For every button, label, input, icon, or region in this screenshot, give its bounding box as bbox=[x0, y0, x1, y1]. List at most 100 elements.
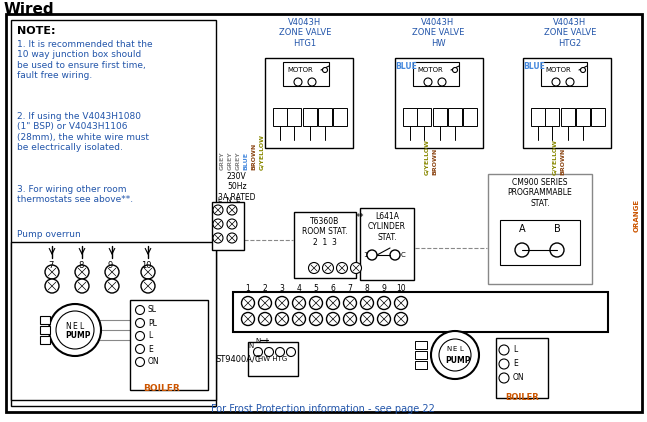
Bar bbox=[417, 108, 431, 126]
Text: 2: 2 bbox=[263, 284, 267, 293]
Circle shape bbox=[241, 297, 254, 309]
Text: 4: 4 bbox=[296, 284, 302, 293]
Text: ON: ON bbox=[148, 357, 160, 366]
Circle shape bbox=[45, 279, 59, 293]
Bar bbox=[415, 351, 427, 359]
Text: V4043H
ZONE VALVE
HTG1: V4043H ZONE VALVE HTG1 bbox=[279, 18, 331, 48]
Text: 230V
50Hz
3A RATED: 230V 50Hz 3A RATED bbox=[218, 172, 256, 202]
Bar bbox=[545, 108, 559, 126]
Circle shape bbox=[292, 313, 305, 325]
Circle shape bbox=[439, 339, 471, 371]
Circle shape bbox=[276, 313, 289, 325]
Text: BLUE: BLUE bbox=[243, 152, 248, 170]
Circle shape bbox=[213, 205, 223, 215]
Bar bbox=[273, 108, 287, 126]
Text: GREY: GREY bbox=[228, 151, 232, 170]
Text: Wired: Wired bbox=[4, 2, 54, 17]
Text: 9: 9 bbox=[382, 284, 386, 293]
Circle shape bbox=[322, 68, 327, 73]
Text: 6: 6 bbox=[331, 284, 335, 293]
Bar bbox=[413, 62, 459, 86]
Text: E: E bbox=[148, 344, 153, 354]
Text: BOILER: BOILER bbox=[144, 384, 181, 393]
Circle shape bbox=[294, 78, 302, 86]
Bar bbox=[233, 292, 608, 332]
Text: ST9400A/C: ST9400A/C bbox=[216, 355, 262, 364]
Circle shape bbox=[265, 347, 274, 357]
Text: G/YELLOW: G/YELLOW bbox=[553, 139, 558, 175]
Circle shape bbox=[135, 332, 144, 341]
Text: PUMP: PUMP bbox=[65, 331, 91, 340]
Text: 8: 8 bbox=[78, 261, 83, 270]
Circle shape bbox=[276, 347, 285, 357]
Bar bbox=[576, 108, 590, 126]
Text: L: L bbox=[148, 332, 152, 341]
Circle shape bbox=[213, 219, 223, 229]
Text: GREY: GREY bbox=[219, 151, 225, 170]
Bar bbox=[415, 341, 427, 349]
Bar bbox=[496, 338, 548, 398]
Text: MOTOR: MOTOR bbox=[545, 67, 571, 73]
Text: BLUE: BLUE bbox=[523, 62, 545, 71]
Circle shape bbox=[135, 344, 144, 354]
Text: L: L bbox=[79, 322, 83, 331]
Bar bbox=[287, 108, 301, 126]
Circle shape bbox=[259, 297, 272, 309]
Circle shape bbox=[351, 262, 362, 273]
Text: BROWN: BROWN bbox=[560, 148, 565, 175]
Bar bbox=[248, 342, 298, 376]
Circle shape bbox=[438, 78, 446, 86]
Circle shape bbox=[344, 297, 356, 309]
Text: L641A
CYLINDER
STAT.: L641A CYLINDER STAT. bbox=[368, 212, 406, 242]
Bar bbox=[433, 108, 447, 126]
Bar bbox=[40, 316, 50, 324]
Text: L: L bbox=[265, 338, 269, 344]
Bar bbox=[531, 108, 545, 126]
Text: **: ** bbox=[356, 213, 364, 222]
Text: ORANGE: ORANGE bbox=[634, 198, 640, 232]
Text: 2. If using the V4043H1080
(1" BSP) or V4043H1106
(28mm), the white wire must
be: 2. If using the V4043H1080 (1" BSP) or V… bbox=[17, 112, 149, 152]
Circle shape bbox=[254, 347, 263, 357]
Bar bbox=[448, 108, 462, 126]
Text: C: C bbox=[401, 252, 406, 258]
Circle shape bbox=[431, 331, 479, 379]
Circle shape bbox=[552, 78, 560, 86]
Circle shape bbox=[360, 313, 373, 325]
Bar bbox=[333, 108, 347, 126]
Bar bbox=[294, 212, 356, 278]
Text: E: E bbox=[72, 322, 77, 331]
Text: NOTE:: NOTE: bbox=[17, 26, 56, 36]
Text: PUMP: PUMP bbox=[445, 356, 470, 365]
Text: E: E bbox=[452, 346, 456, 352]
Text: ON: ON bbox=[513, 373, 525, 382]
Text: CM900 SERIES
PROGRAMMABLE
STAT.: CM900 SERIES PROGRAMMABLE STAT. bbox=[508, 178, 573, 208]
Text: G/YELLOW: G/YELLOW bbox=[259, 134, 265, 170]
Circle shape bbox=[135, 306, 144, 314]
Circle shape bbox=[75, 265, 89, 279]
Bar bbox=[523, 58, 611, 148]
Text: BROWN: BROWN bbox=[252, 143, 256, 170]
Circle shape bbox=[395, 313, 408, 325]
Circle shape bbox=[309, 297, 322, 309]
Text: 1: 1 bbox=[246, 284, 250, 293]
Circle shape bbox=[550, 243, 564, 257]
Circle shape bbox=[105, 265, 119, 279]
Text: 5: 5 bbox=[314, 284, 318, 293]
Circle shape bbox=[309, 313, 322, 325]
Text: MOTOR: MOTOR bbox=[287, 67, 313, 73]
Text: V4043H
ZONE VALVE
HW: V4043H ZONE VALVE HW bbox=[411, 18, 464, 48]
Bar bbox=[415, 361, 427, 369]
Circle shape bbox=[49, 304, 101, 356]
Bar bbox=[541, 62, 587, 86]
Circle shape bbox=[287, 347, 296, 357]
Text: N: N bbox=[248, 343, 253, 349]
Bar bbox=[130, 300, 208, 390]
Text: G/YELLOW: G/YELLOW bbox=[424, 139, 430, 175]
Bar bbox=[265, 58, 353, 148]
Circle shape bbox=[241, 313, 254, 325]
Text: BROWN: BROWN bbox=[432, 148, 437, 175]
Circle shape bbox=[452, 68, 457, 73]
Circle shape bbox=[499, 373, 509, 383]
Circle shape bbox=[292, 297, 305, 309]
Circle shape bbox=[308, 78, 316, 86]
